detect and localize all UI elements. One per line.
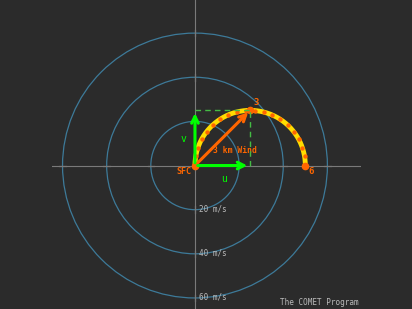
Text: 60 m/s: 60 m/s: [199, 292, 227, 302]
Point: [203, 129, 210, 134]
Text: v: v: [180, 134, 186, 144]
Text: 40 m/s: 40 m/s: [199, 248, 227, 257]
Text: 6: 6: [309, 167, 314, 176]
Point: [302, 163, 309, 168]
Point: [260, 110, 267, 115]
Point: [217, 117, 223, 122]
Point: [233, 110, 240, 115]
Point: [251, 108, 258, 113]
Text: SFC: SFC: [177, 167, 192, 176]
Point: [242, 108, 249, 113]
Text: u: u: [221, 174, 227, 184]
Point: [299, 145, 306, 150]
Point: [301, 154, 308, 159]
Point: [194, 145, 201, 150]
Point: [269, 112, 276, 117]
Text: The COMET Program: The COMET Program: [280, 298, 358, 307]
Point: [284, 122, 291, 127]
Text: 3 km Wind: 3 km Wind: [213, 146, 257, 154]
Point: [225, 112, 231, 117]
Point: [198, 137, 205, 142]
Point: [290, 129, 297, 134]
Point: [277, 117, 283, 122]
Text: 20 m/s: 20 m/s: [199, 204, 227, 213]
Point: [209, 122, 216, 127]
Point: [192, 154, 199, 159]
Text: 3: 3: [253, 98, 259, 107]
Point: [295, 137, 302, 142]
Point: [192, 163, 198, 168]
